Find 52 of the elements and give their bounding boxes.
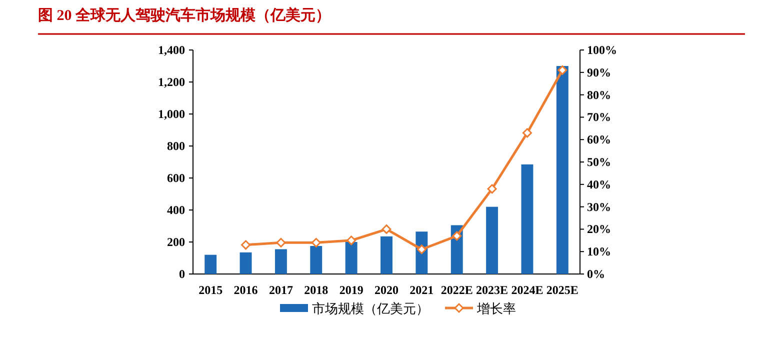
y2-tick-label: 100% [587, 43, 617, 57]
y2-tick-label: 80% [587, 88, 611, 102]
y-tick-label: 1,400 [158, 43, 185, 57]
bar [486, 206, 498, 274]
x-tick-label: 2024E [511, 283, 544, 297]
y2-tick-label: 10% [587, 244, 611, 259]
x-tick-label: 2017 [268, 283, 293, 297]
x-tick-label: 2019 [339, 283, 364, 297]
point [311, 238, 321, 248]
bar [521, 164, 534, 274]
y2-tick-label: 50% [587, 155, 611, 169]
bar [240, 252, 252, 274]
y-tick-label: 1,200 [158, 75, 185, 89]
x-tick-label: 2023E [476, 283, 508, 297]
x-tick-label: 2021 [410, 283, 434, 297]
y2-tick-label: 70% [587, 110, 611, 124]
point [346, 236, 356, 246]
y2-tick-label: 30% [587, 200, 611, 214]
y2-tick-label: 40% [587, 177, 611, 192]
point [452, 231, 462, 241]
point [276, 238, 286, 248]
x-tick-label: 2016 [234, 283, 258, 297]
title: 图 20 全球无人驾驶汽车市场规模（亿美元） [38, 8, 330, 24]
y2-tick-label: 20% [587, 222, 611, 236]
bar [345, 242, 358, 274]
y2-tick-label: 60% [587, 132, 611, 147]
bar [204, 254, 217, 274]
y-tick-label: 1,000 [158, 107, 185, 121]
point [416, 244, 426, 254]
bar [556, 66, 568, 274]
point [558, 65, 568, 75]
bar [310, 246, 322, 274]
point [487, 184, 497, 194]
x-tick-label: 2015 [198, 283, 223, 297]
bar [274, 249, 287, 274]
point [522, 128, 532, 138]
y2-tick-label: 90% [587, 65, 611, 80]
bar [380, 236, 392, 274]
y-tick-label: 800 [167, 139, 185, 153]
x-tick-label: 2022E [440, 283, 473, 297]
x-tick-label: 2025E [546, 283, 578, 297]
y-tick-label: 400 [167, 203, 185, 217]
legend-label: 增长率 [476, 301, 516, 316]
point [241, 240, 251, 250]
point [382, 224, 392, 234]
x-tick-label: 2020 [374, 283, 398, 297]
x-tick-label: 2018 [304, 283, 328, 297]
y2-tick-label: 0% [587, 267, 605, 281]
y-tick-label: 200 [167, 235, 185, 249]
y-tick-label: 600 [167, 171, 185, 185]
y-tick-label: 0 [179, 267, 185, 281]
legend-label: 市场规模（亿美元） [312, 301, 429, 316]
